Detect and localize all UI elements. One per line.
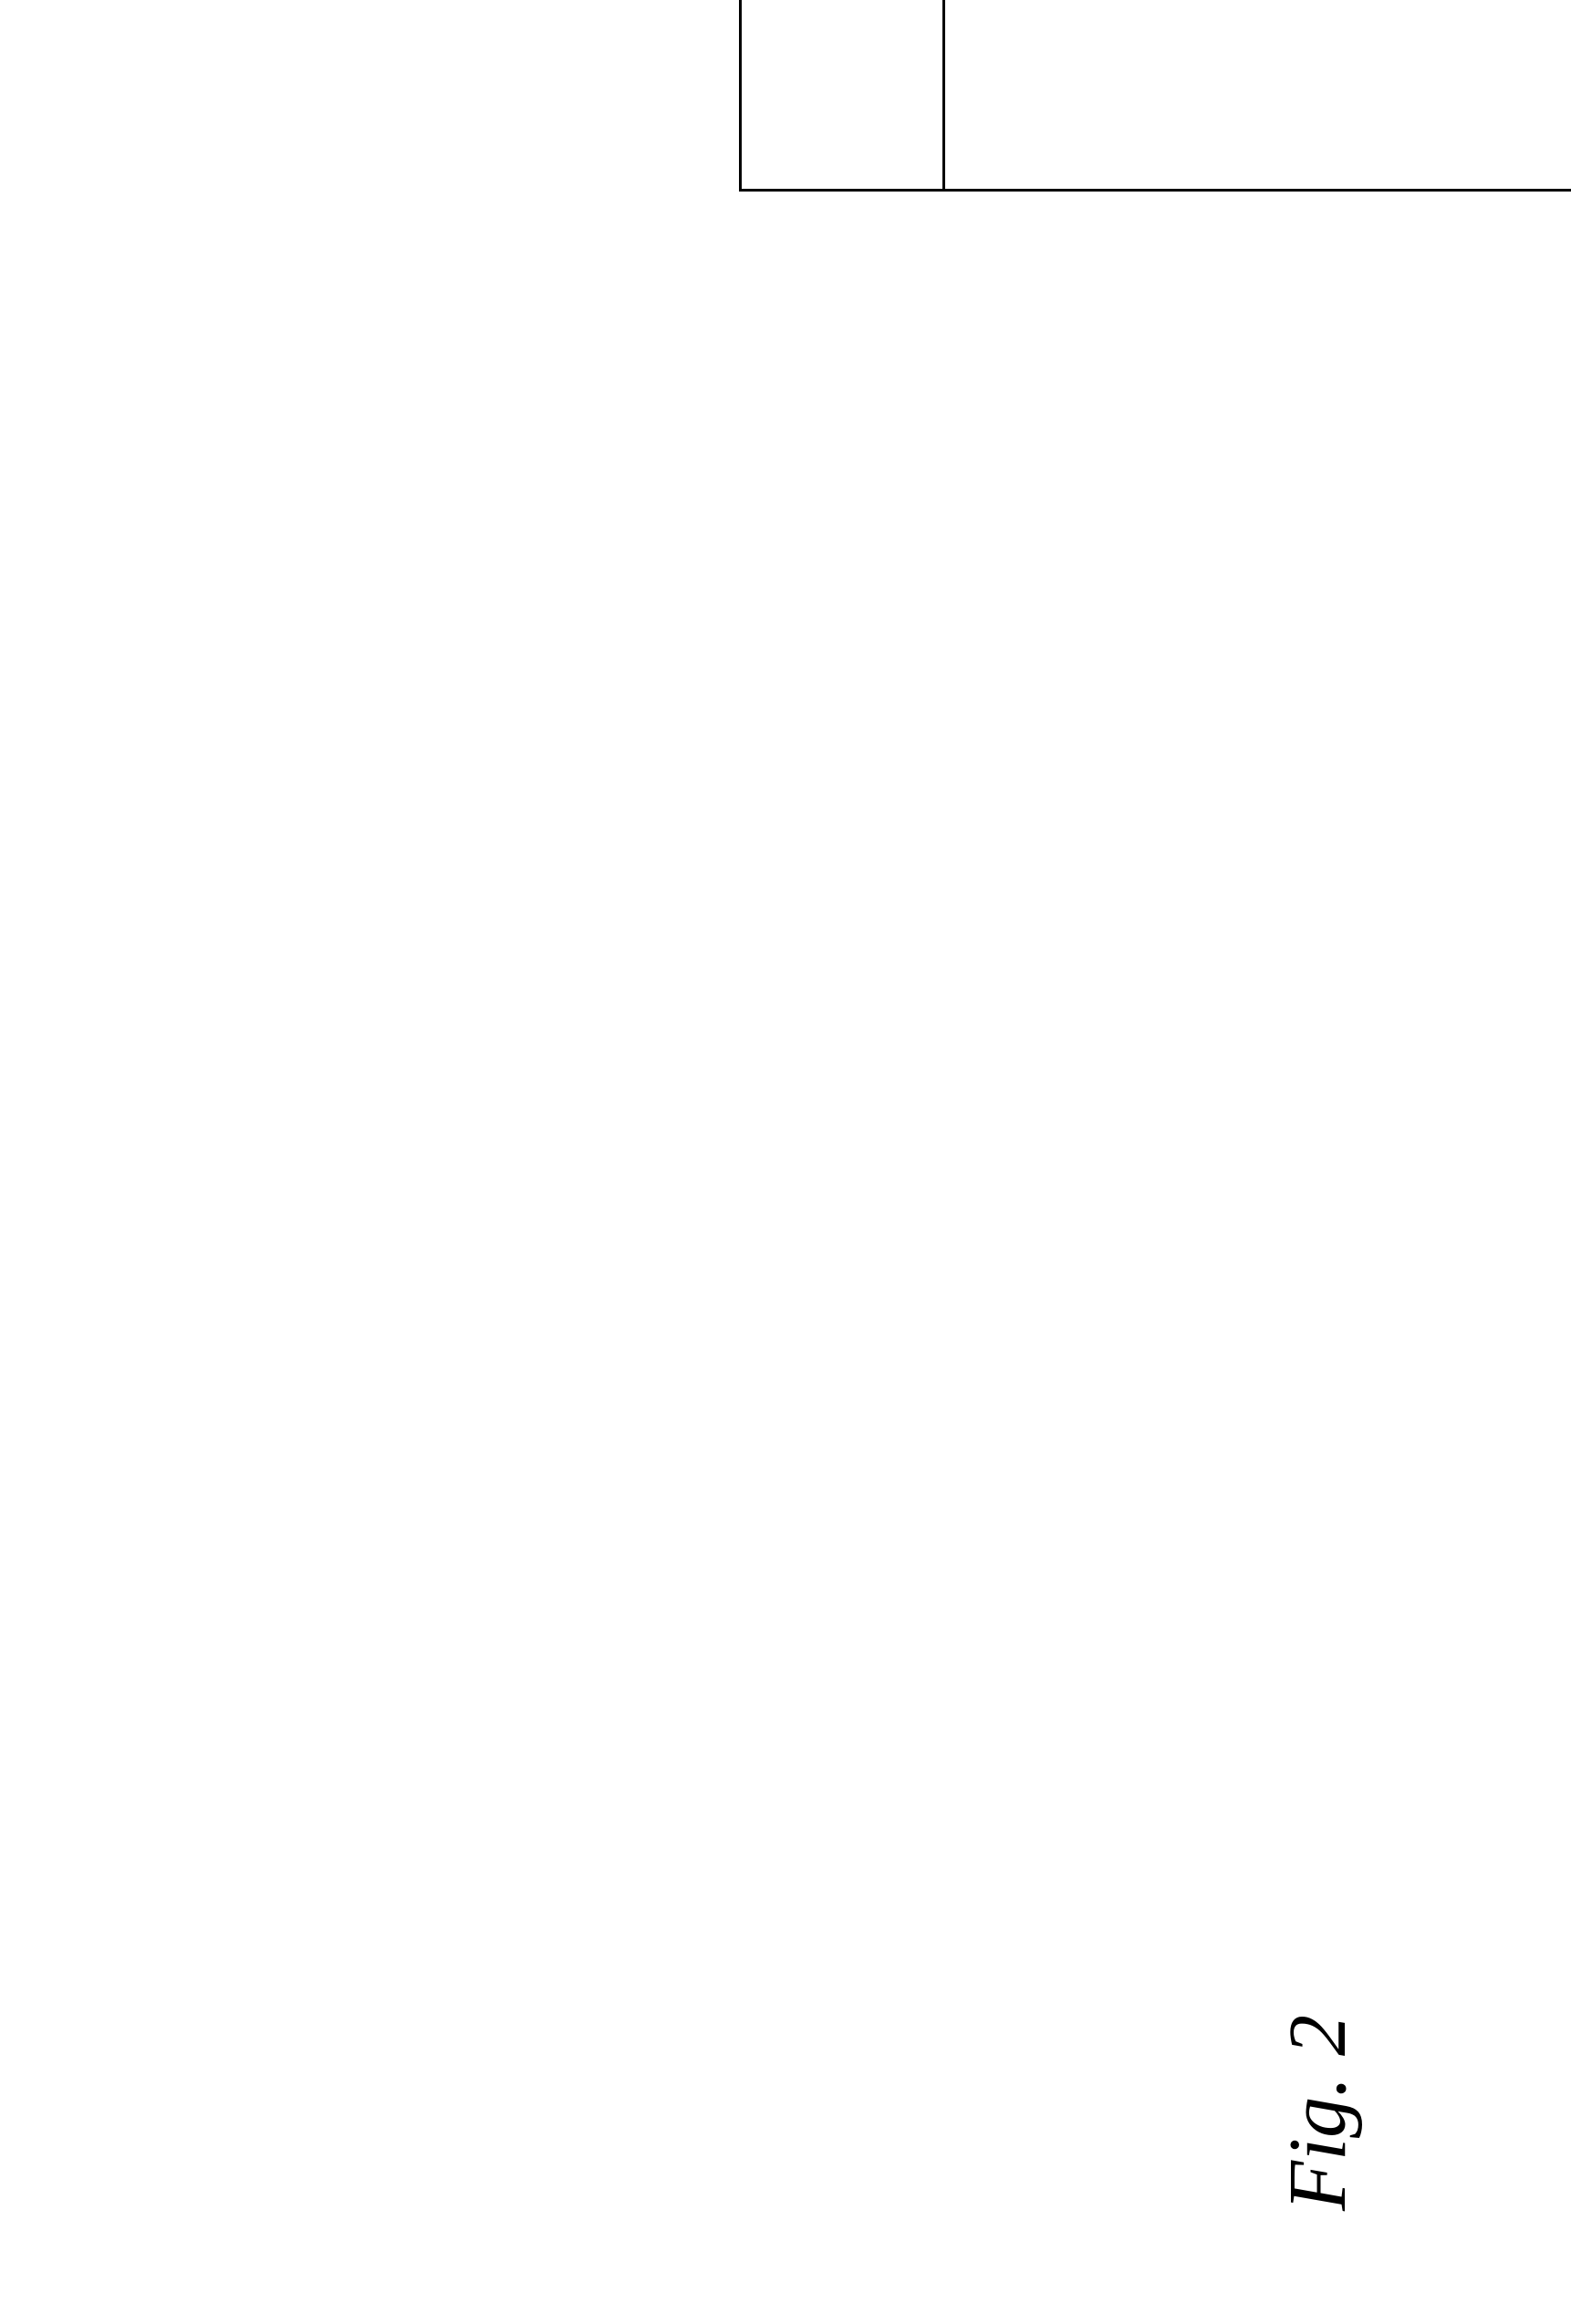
- layer2-blocks-row: I/Q Data 40 Vendor Specific 44 HDLC 46 E…: [945, 0, 1571, 189]
- top-plane-row: User Plane Control& Management Plane SYN: [742, 0, 945, 189]
- figure-wrap: Layer 2 Layer 1 User Plane Control& Mana…: [55, 55, 1516, 2269]
- user-plane-cell: User Plane: [742, 0, 942, 189]
- iq-data-cell: I/Q Data 40: [945, 0, 1571, 189]
- diagram-rotator: Layer 2 Layer 1 User Plane Control& Mana…: [739, 0, 1571, 192]
- protocol-stack-diagram: User Plane Control& Management Plane SYN…: [739, 0, 1571, 192]
- figure-caption: Fig. 2: [1271, 2015, 1365, 2211]
